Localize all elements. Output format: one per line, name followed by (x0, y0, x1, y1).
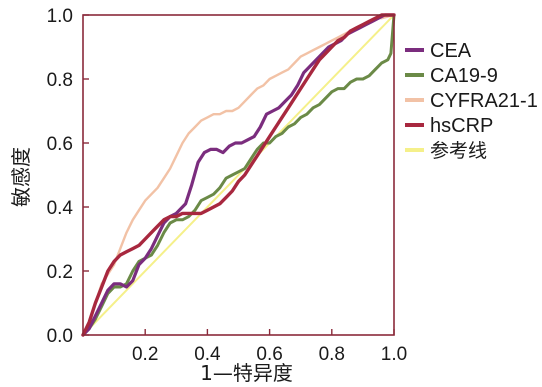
x-axis-title: 1—特异度 (200, 361, 293, 385)
series-line-ca19-9-1 (81, 13, 396, 337)
legend-label: 参考线 (430, 140, 487, 162)
x-tick-label: 0.2 (132, 344, 158, 365)
x-axis-ticks: 0.2 0.4 0.6 0.8 1.0 (132, 329, 407, 365)
y-tick-label: 0.4 (47, 198, 74, 219)
y-tick-label: 0.6 (47, 134, 73, 155)
series-line-cyfra21-1-2 (81, 13, 396, 337)
y-tick-label: 0.8 (47, 70, 73, 91)
x-tick-label: 0.6 (256, 344, 282, 365)
chart-curves (81, 13, 396, 337)
plot-frame (82, 14, 395, 336)
y-axis-ticks: 0.0 0.2 0.4 0.6 0.8 1.0 (47, 6, 89, 347)
y-tick-label: 1.0 (47, 6, 73, 27)
y-tick-label: 0.0 (47, 326, 73, 347)
legend-label: hsCRP (430, 115, 493, 137)
y-tick-label: 0.2 (47, 262, 73, 283)
x-tick-label: 1.0 (381, 344, 407, 365)
x-tick-label: 0.8 (319, 344, 345, 365)
series-line--4 (82, 14, 395, 336)
x-tick-label: 0.4 (194, 344, 221, 365)
legend: CEA CA19-9 CYFRA21-1 hsCRP 参考线 (405, 40, 538, 162)
y-axis-title: 敏感度 (9, 147, 33, 207)
legend-label: CYFRA21-1 (430, 90, 538, 112)
legend-label: CEA (430, 40, 472, 62)
legend-label: CA19-9 (430, 65, 498, 87)
series-line-hscrp-3 (81, 13, 396, 337)
